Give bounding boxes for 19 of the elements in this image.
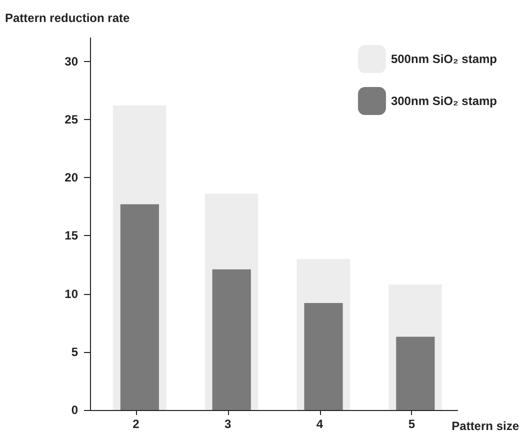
y-tick-label: 10 [64, 286, 78, 301]
bar [304, 303, 343, 410]
legend-label: 300nm SiO₂ stamp [390, 94, 498, 108]
y-tick-label: 20 [64, 170, 78, 184]
y-tick-label: 25 [64, 112, 78, 126]
x-tick-label: 5 [408, 417, 416, 431]
y-tick-label: 0 [71, 403, 78, 417]
y-tick-label: 5 [71, 344, 78, 359]
bar [212, 269, 251, 410]
y-axis-title: Pattern reduction rate [5, 11, 130, 25]
y-tick-label: 15 [64, 228, 78, 243]
x-tick-label: 4 [316, 417, 324, 431]
x-axis-title: Pattern size [452, 419, 520, 433]
y-tick-label: 30 [64, 54, 78, 68]
x-tick-label: 3 [224, 417, 232, 431]
bar [396, 336, 435, 410]
x-tick-label: 2 [132, 417, 140, 431]
legend-label: 500nm SiO₂ stamp [390, 52, 498, 66]
bar [120, 204, 159, 410]
